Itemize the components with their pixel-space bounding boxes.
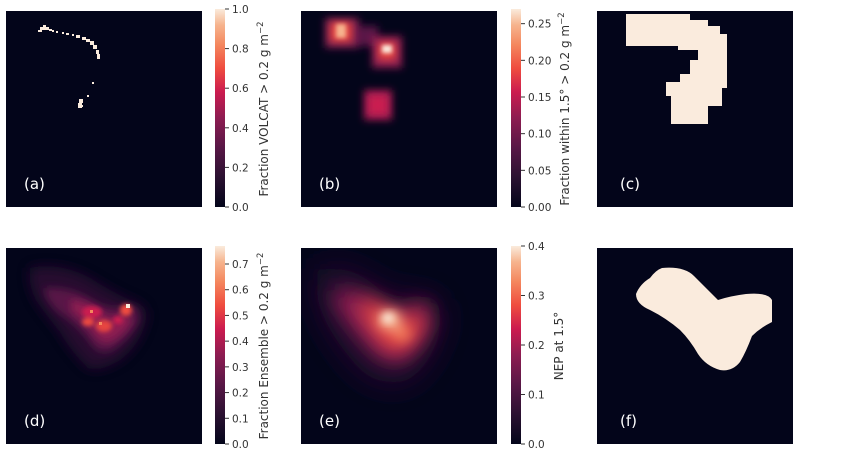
colorbar-tick-label: 0.0: [528, 439, 545, 451]
mask-f-region: [636, 267, 772, 371]
colorbar-a-bar: [215, 9, 225, 207]
panel-label-b: (b): [319, 175, 340, 193]
panel-label-d: (d): [24, 412, 45, 430]
colorbar-tick-label: 0.05: [528, 165, 551, 177]
colorbar-tick-label: 0.4: [528, 241, 545, 253]
colorbar-tick-label: 0.1: [232, 413, 249, 425]
colorbar-b-label: Fraction within 1.5° > 0.2 g m−2: [557, 12, 572, 205]
colorbar-d-label: Fraction Ensemble > 0.2 g m−2: [256, 253, 271, 440]
panel-b: (b): [301, 11, 497, 207]
heatmap-d-cells: [29, 266, 147, 369]
colorbar-d-ticks: 0.0 0.1 0.2 0.3 0.4 0.5 0.6 0.7: [225, 259, 249, 451]
panel-label-c: (c): [620, 175, 640, 193]
colorbar-tick-label: 0.2: [232, 162, 249, 174]
panel-c: (c): [597, 11, 793, 207]
colorbar-tick-label: 0.0: [232, 439, 249, 451]
colorbar-tick-label: 0.15: [528, 92, 551, 104]
panel-f: (f): [597, 248, 793, 444]
colorbar-tick-label: 0.7: [232, 259, 249, 271]
panel-d: (d): [6, 248, 202, 444]
panel-label-e: (e): [319, 412, 340, 430]
panel-a: (a): [6, 11, 202, 207]
panel-label-a: (a): [24, 175, 45, 193]
colorbar-e-bar: [511, 246, 521, 444]
colorbar-tick-label: 0.2: [232, 388, 249, 400]
colorbar-tick-label: 0.20: [528, 55, 551, 67]
mask-c-region: [626, 14, 727, 124]
colorbar-d-bar: [215, 246, 225, 444]
colorbar-tick-label: 0.10: [528, 129, 551, 141]
colorbar-tick-label: 0.6: [232, 83, 249, 95]
colorbar-b-bar: [511, 9, 521, 207]
colorbar-b-ticks: 0.00 0.05 0.10 0.15 0.20 0.25: [521, 19, 551, 214]
colorbar-e-ticks: 0.0 0.1 0.2 0.3 0.4: [521, 241, 545, 451]
colorbar-e-label: NEP at 1.5°: [552, 312, 566, 381]
heatmap-e-cells: [316, 268, 442, 384]
colorbar-tick-label: 0.1: [528, 390, 545, 402]
colorbar-tick-label: 0.25: [528, 19, 551, 31]
colorbar-e: 0.0 0.1 0.2 0.3 0.4 NEP at 1.5°: [511, 241, 566, 451]
colorbar-tick-label: 0.5: [232, 310, 249, 322]
heatmap-a-cells: [38, 25, 100, 108]
panel-label-f: (f): [620, 412, 637, 430]
colorbar-a: 0.0 0.2 0.4 0.6 0.8 1.0 Fraction VOLCAT > 0.2…: [215, 4, 271, 214]
colorbar-tick-label: 0.4: [232, 123, 249, 135]
colorbar-tick-label: 0.4: [232, 336, 249, 348]
colorbar-tick-label: 0.8: [232, 44, 249, 56]
heatmap-b-cells: [325, 18, 402, 120]
colorbar-a-ticks: 0.0 0.2 0.4 0.6 0.8 1.0: [225, 4, 249, 214]
colorbar-b: 0.00 0.05 0.10 0.15 0.20 0.25 Fraction within…: [511, 9, 572, 214]
colorbar-tick-label: 1.0: [232, 4, 249, 16]
colorbar-tick-label: 0.0: [232, 202, 249, 214]
panel-e: (e): [301, 248, 497, 444]
colorbar-tick-label: 0.00: [528, 202, 551, 214]
colorbar-tick-label: 0.3: [528, 291, 545, 303]
colorbar-tick-label: 0.2: [528, 340, 545, 352]
colorbar-d: 0.0 0.1 0.2 0.3 0.4 0.5 0.6 0.7 Fraction Ensemb…: [215, 246, 271, 451]
colorbar-a-label: Fraction VOLCAT > 0.2 g m−2: [256, 21, 271, 196]
colorbar-tick-label: 0.6: [232, 285, 249, 297]
colorbar-tick-label: 0.3: [232, 362, 249, 374]
heatmap-a-background: [6, 11, 202, 207]
